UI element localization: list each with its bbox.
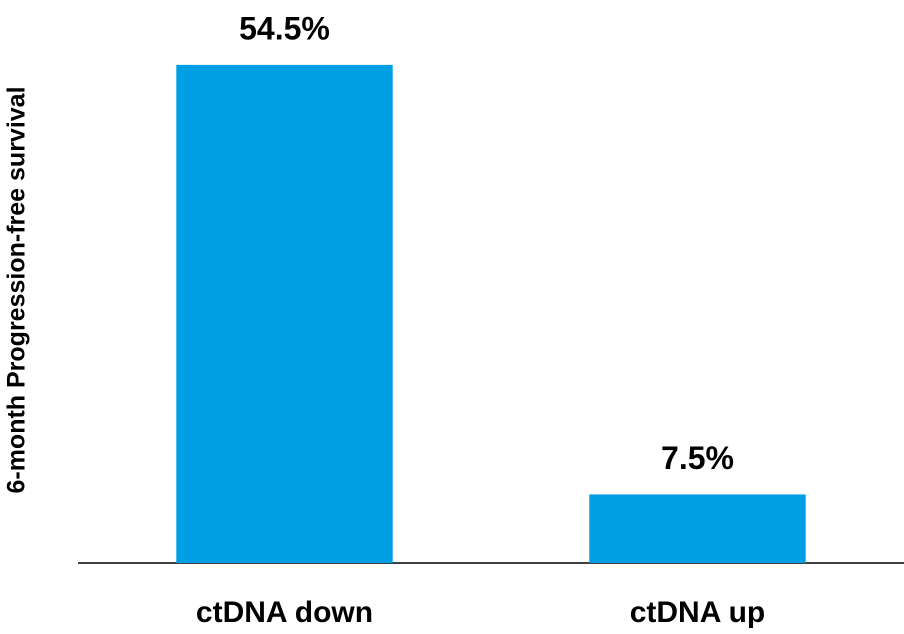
value-label: 54.5%	[239, 10, 330, 46]
x-tick-label: ctDNA down	[196, 596, 373, 629]
x-tick-label: ctDNA up	[630, 596, 766, 629]
y-axis-label: 6-month Progression-free survival	[3, 86, 31, 493]
value-label: 7.5%	[661, 440, 734, 476]
bar	[589, 494, 806, 563]
bar	[176, 64, 393, 564]
